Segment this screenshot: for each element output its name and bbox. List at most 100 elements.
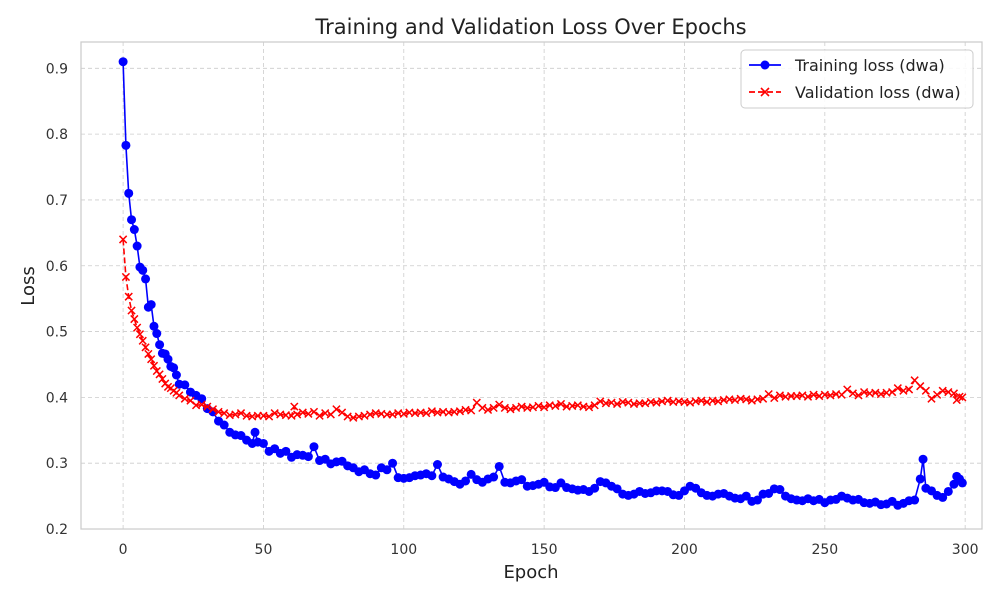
x-tick-label: 50 <box>255 542 273 558</box>
axis-ticks: 0 50 100 150 200 250 300 0.2 0.3 0.4 0.5 0.6 0.7 0.8 0… <box>46 61 979 558</box>
validation-loss-point <box>843 385 852 394</box>
validation-loss-point <box>848 389 858 398</box>
training-loss-point <box>197 394 207 404</box>
training-loss-point <box>124 188 134 198</box>
x-tick-label: 100 <box>390 542 417 558</box>
validation-loss-point <box>203 402 212 411</box>
validation-loss-point <box>955 392 964 401</box>
y-axis-label: Loss <box>18 266 39 305</box>
validation-loss-point <box>904 385 914 394</box>
chart-title: Training and Validation Loss Over Epochs <box>314 15 746 39</box>
validation-loss-point <box>612 399 622 409</box>
y-tick-label: 0.9 <box>46 61 68 77</box>
plot-area <box>81 42 982 529</box>
validation-loss-point <box>584 403 594 412</box>
x-tick-label: 0 <box>119 542 128 558</box>
y-tick-label: 0.5 <box>46 325 68 341</box>
training-loss-point <box>517 475 527 485</box>
validation-loss-point <box>138 336 147 345</box>
validation-loss-point <box>932 390 942 399</box>
y-tick-label: 0.4 <box>46 390 68 406</box>
training-loss-point <box>741 491 751 501</box>
training-loss-point <box>281 446 291 456</box>
validation-loss-point <box>141 343 150 352</box>
validation-loss-point <box>540 403 549 412</box>
training-loss-point <box>132 241 142 251</box>
training-loss-point <box>388 458 398 468</box>
training-loss-point <box>461 476 471 486</box>
training-loss-series <box>118 57 967 510</box>
training-loss-point <box>910 495 920 505</box>
validation-loss-point <box>124 292 133 301</box>
legend-label-training: Training loss (dwa) <box>794 56 945 75</box>
legend-marker-validation <box>760 87 770 97</box>
validation-loss-point <box>422 409 431 418</box>
training-loss-point <box>938 492 948 502</box>
validation-loss-point <box>927 394 936 403</box>
validation-loss-point <box>495 400 504 409</box>
validation-loss-point <box>483 405 493 415</box>
training-loss-point <box>915 474 925 484</box>
series-layer <box>118 57 967 510</box>
validation-loss-point <box>135 330 145 339</box>
training-loss-point <box>427 471 437 481</box>
validation-loss-point <box>220 409 229 418</box>
training-loss-point <box>155 340 165 350</box>
validation-loss-point <box>596 397 605 406</box>
training-loss-point <box>121 140 131 150</box>
training-loss-point <box>118 57 128 67</box>
training-loss-point <box>303 452 313 462</box>
validation-loss-point <box>590 401 599 410</box>
validation-loss-point <box>127 306 136 315</box>
training-loss-point <box>180 380 190 390</box>
validation-loss-point <box>888 387 897 397</box>
validation-loss-series <box>118 235 967 422</box>
validation-loss-point <box>337 408 347 417</box>
validation-loss-point <box>893 384 902 393</box>
x-tick-label: 200 <box>671 542 698 558</box>
x-axis-label: Epoch <box>503 562 558 583</box>
validation-loss-point <box>478 403 487 413</box>
training-loss-point <box>382 465 392 475</box>
validation-loss-point <box>155 370 164 379</box>
training-loss-point <box>590 483 600 493</box>
y-tick-label: 0.6 <box>46 259 68 275</box>
training-loss-point <box>219 420 229 430</box>
training-loss-point <box>775 485 785 495</box>
validation-loss-point <box>803 392 813 401</box>
training-loss-point <box>489 472 499 482</box>
training-loss-point <box>918 454 928 464</box>
validation-loss-point <box>197 400 206 409</box>
legend-box <box>740 49 974 109</box>
y-tick-label: 0.3 <box>46 456 68 472</box>
validation-loss-point <box>147 355 156 364</box>
validation-loss-point <box>304 409 313 418</box>
training-loss-point <box>152 329 162 339</box>
training-loss-point <box>466 469 476 479</box>
training-loss-point <box>127 215 137 225</box>
training-loss-point <box>149 321 159 331</box>
validation-loss-point <box>121 272 131 282</box>
training-loss-point <box>171 370 181 380</box>
validation-loss-point <box>180 394 189 403</box>
validation-loss-point <box>764 389 773 399</box>
training-loss-point <box>943 486 953 496</box>
training-loss-point <box>169 363 179 373</box>
validation-loss-point <box>770 393 779 403</box>
validation-loss-point <box>958 393 967 402</box>
validation-loss-point <box>467 406 476 415</box>
training-loss-point <box>250 427 260 437</box>
validation-loss-point <box>158 374 167 384</box>
validation-loss-point <box>290 402 299 411</box>
training-loss-point <box>494 461 504 471</box>
validation-loss-point <box>292 410 302 419</box>
training-loss-point <box>258 438 268 448</box>
validation-loss-point <box>144 349 153 359</box>
validation-loss-point <box>332 405 341 414</box>
validation-loss-point <box>130 314 139 324</box>
validation-loss-point <box>489 403 498 413</box>
training-loss-point <box>146 300 156 310</box>
validation-loss-point <box>264 412 274 421</box>
training-loss-point <box>432 460 442 470</box>
